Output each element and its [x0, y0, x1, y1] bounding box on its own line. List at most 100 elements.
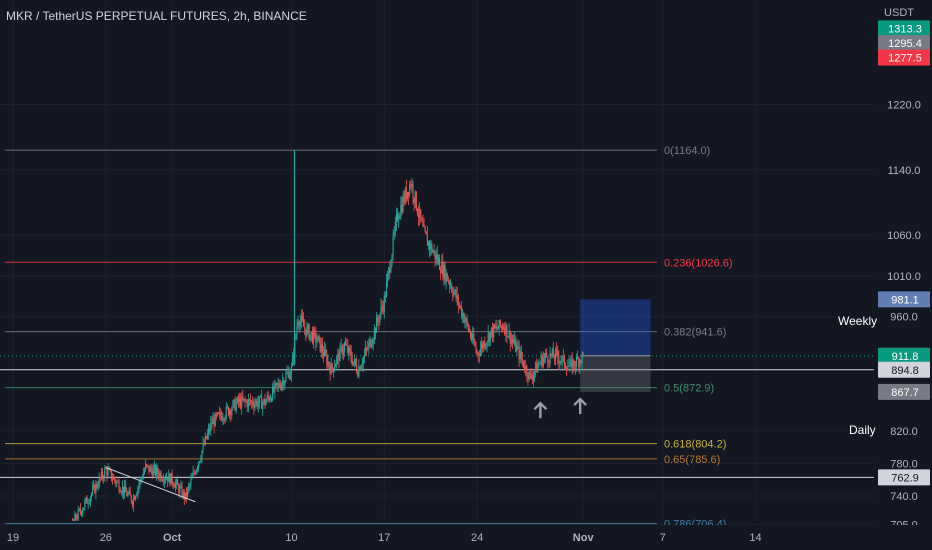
candle	[245, 398, 247, 403]
candle-body	[555, 349, 557, 360]
candle	[525, 359, 527, 377]
candle-body	[440, 269, 442, 274]
candle-body	[553, 357, 555, 360]
candle-body	[308, 325, 310, 340]
candle	[244, 396, 246, 408]
candle	[578, 356, 580, 373]
candle	[143, 467, 146, 475]
candle	[145, 459, 147, 472]
price-axis-tag: 1295.4	[878, 34, 930, 51]
candle	[409, 180, 411, 198]
candle	[160, 470, 162, 483]
candle-body	[360, 366, 362, 371]
weekly-level-label: Weekly	[836, 314, 880, 328]
candle	[433, 244, 435, 256]
candle	[519, 346, 521, 364]
candle	[226, 403, 228, 410]
candle	[136, 491, 138, 497]
candle	[274, 379, 276, 400]
candle	[311, 326, 314, 345]
candle-body	[528, 371, 530, 380]
candle	[508, 322, 510, 340]
candle-body	[185, 492, 188, 497]
candle	[503, 323, 505, 331]
candle-body	[79, 508, 81, 512]
candles	[72, 178, 584, 522]
candle	[382, 300, 384, 315]
candle-body	[289, 374, 291, 379]
candle-body	[496, 326, 498, 329]
candle	[556, 342, 558, 357]
candle-body	[311, 332, 314, 343]
candle	[78, 507, 80, 512]
candle	[216, 412, 218, 418]
candle-body	[371, 344, 373, 348]
candle-body	[86, 497, 88, 504]
candle-body	[446, 273, 448, 281]
candle	[410, 180, 412, 190]
candle-body	[232, 401, 234, 410]
candle	[103, 474, 105, 484]
candle-body	[170, 473, 172, 485]
candle-body	[111, 479, 113, 481]
candle	[80, 510, 83, 517]
candle-body	[325, 349, 327, 355]
candle	[383, 290, 385, 319]
candle	[570, 355, 572, 368]
price-axis-tag: 981.1	[878, 291, 930, 308]
candle-body	[466, 318, 468, 324]
candle	[456, 286, 458, 306]
candle-body	[388, 267, 390, 275]
candle	[300, 309, 302, 329]
candle-body	[465, 318, 467, 321]
candle	[146, 463, 148, 469]
candle	[569, 356, 571, 372]
candle	[441, 254, 443, 274]
candle	[390, 259, 392, 274]
candle-body	[524, 366, 526, 371]
candle-body	[246, 401, 248, 408]
candle	[430, 239, 432, 256]
candle	[322, 346, 325, 363]
candle-body	[467, 323, 469, 331]
candle-body	[234, 399, 236, 411]
candle	[219, 406, 221, 420]
candle	[238, 392, 241, 408]
candle-body	[560, 361, 562, 363]
candle	[468, 325, 470, 333]
candle-body	[127, 493, 129, 497]
candle	[353, 354, 355, 368]
candle-body	[138, 484, 140, 488]
candle-body	[352, 361, 354, 365]
candle	[498, 319, 500, 336]
candle-body	[307, 325, 309, 327]
candle	[287, 365, 289, 378]
candle	[357, 369, 359, 378]
candle-body	[559, 361, 561, 364]
candle	[381, 300, 383, 315]
candle-body	[483, 341, 485, 349]
time-tick-label: 26	[100, 532, 112, 544]
candle	[327, 354, 329, 369]
candle	[212, 411, 214, 425]
grid	[0, 0, 874, 526]
candle-body	[383, 295, 385, 312]
candle	[515, 335, 517, 353]
candle	[271, 397, 273, 403]
candle	[351, 352, 353, 367]
candle	[203, 438, 205, 446]
candle-body	[517, 346, 519, 348]
candle-body	[503, 327, 505, 329]
candle-body	[305, 329, 307, 337]
candle	[167, 478, 169, 488]
candle-body	[550, 353, 552, 356]
candle-body	[329, 366, 331, 375]
candle	[339, 342, 341, 362]
candle-body	[361, 364, 363, 367]
candle	[237, 394, 239, 409]
price-axis-tag-text: 867.7	[891, 387, 919, 399]
candle-body	[105, 468, 107, 470]
candle-body	[137, 487, 139, 494]
candle	[163, 477, 165, 488]
